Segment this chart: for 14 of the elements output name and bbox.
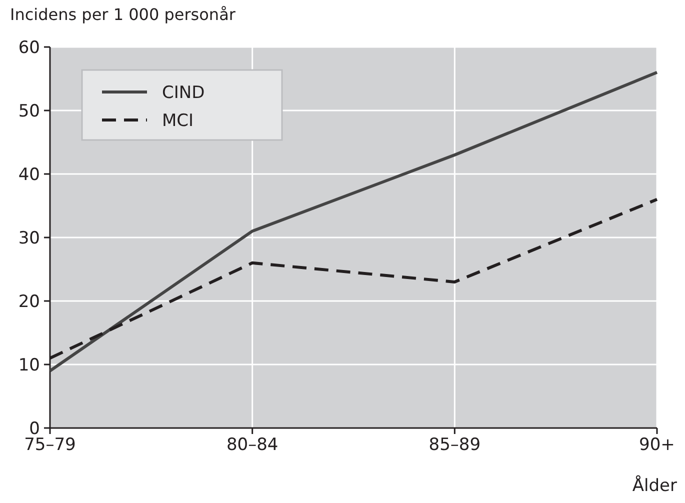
legend-label: CIND <box>162 82 205 103</box>
y-tick-label: 50 <box>18 101 40 122</box>
y-axis-title: Incidens per 1 000 personår <box>10 5 236 24</box>
y-tick-label: 30 <box>18 228 40 248</box>
x-tick-label: 85–89 <box>428 435 481 455</box>
legend-label: MCI <box>162 110 194 131</box>
x-tick-label: 90+ <box>639 435 675 455</box>
y-tick-label: 40 <box>18 164 40 185</box>
y-tick-label: 10 <box>18 355 40 376</box>
y-tick-label: 20 <box>18 292 40 312</box>
line-series <box>48 70 658 372</box>
x-tick-label: 80–84 <box>226 435 278 455</box>
y-tick-label: 60 <box>18 38 40 58</box>
x-axis-title: Ålder <box>632 475 678 496</box>
